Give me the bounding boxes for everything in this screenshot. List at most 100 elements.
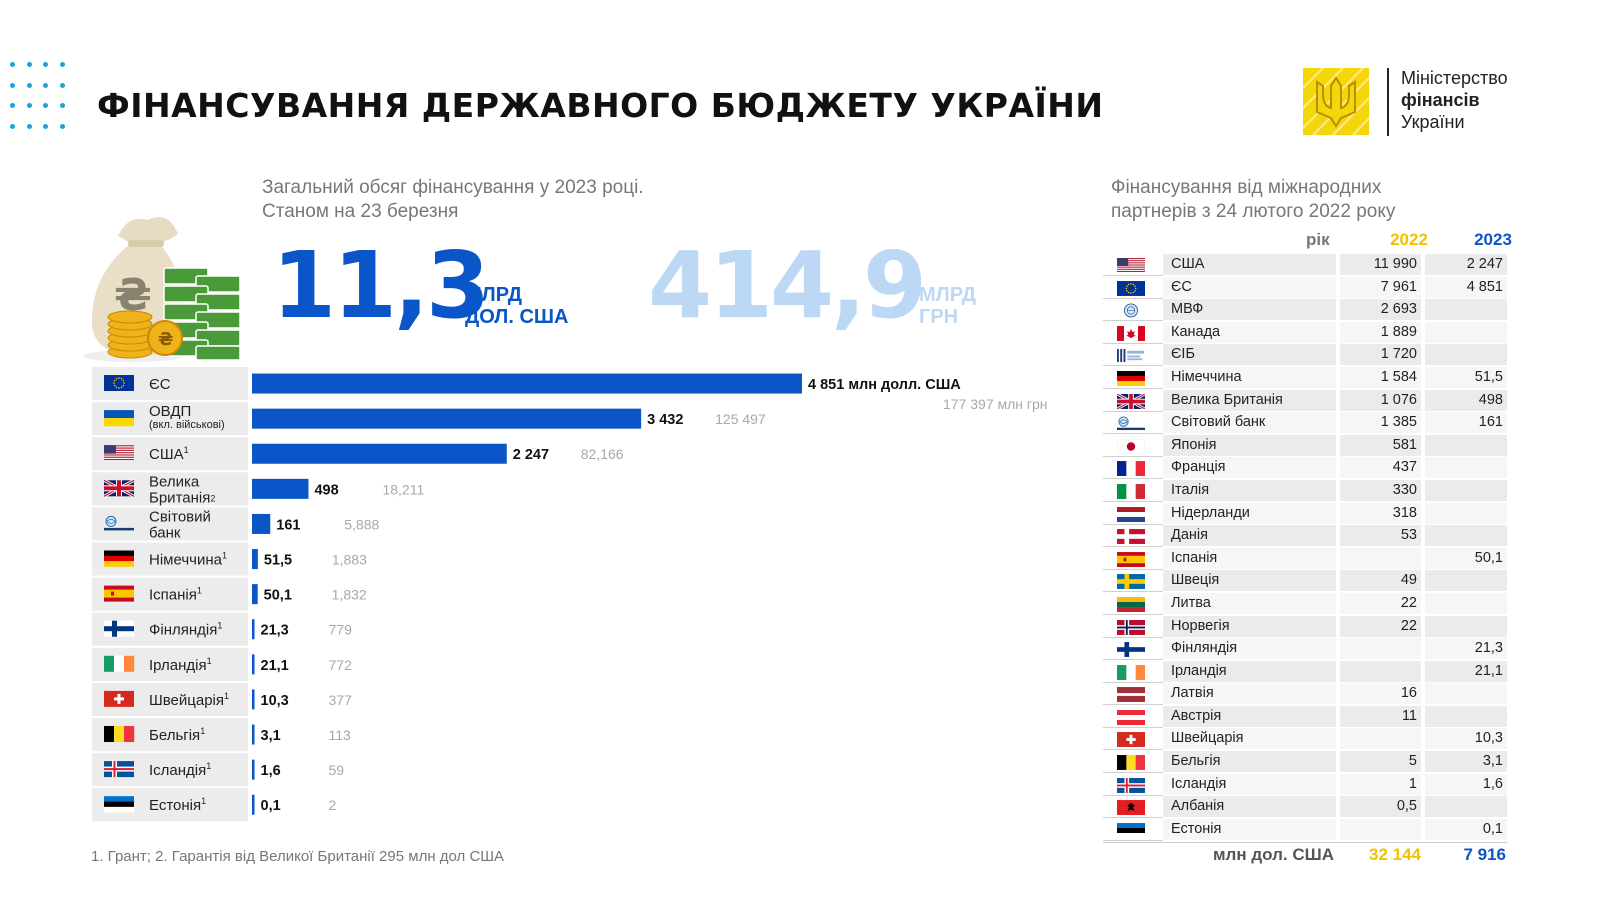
partners-subtitle: Фінансування від міжнародних партнерів з… (1111, 176, 1395, 224)
category-sup: 2 (210, 493, 215, 503)
value-2023 (1425, 796, 1507, 818)
value-2022: 581 (1340, 434, 1421, 456)
value-2023 (1425, 570, 1507, 592)
value-2022: 1 (1340, 773, 1421, 795)
bar (252, 584, 258, 605)
table-row: Нідерланди 318 (1103, 502, 1515, 526)
value-2022: 1 385 (1340, 412, 1421, 434)
value-2022 (1340, 547, 1421, 569)
row-divider (1103, 410, 1163, 412)
value-2022 (1340, 818, 1421, 840)
flag-wb-icon (1117, 416, 1145, 431)
value-2022: 11 990 (1340, 254, 1421, 275)
row-divider (1103, 433, 1163, 435)
partner-name: ЄС (1163, 276, 1336, 298)
value-2023: 498 (1425, 389, 1507, 411)
usd-unit-line2: ДОЛ. США (465, 306, 569, 328)
table-row: МВФ 2 693 (1103, 299, 1515, 322)
partner-name: Литва (1163, 592, 1336, 614)
usd-total-unit: МЛРД ДОЛ. США (465, 284, 568, 328)
value-2022: 16 (1340, 683, 1421, 705)
dot (43, 82, 48, 88)
value-2023: 50,1 (1425, 547, 1507, 569)
category-label: Німеччина1 (149, 551, 227, 569)
table-row: Швеція 49 (1103, 570, 1515, 593)
flag-ie-icon (104, 655, 135, 672)
value-label-uah: 779 (329, 622, 353, 638)
partner-name: Франція (1163, 457, 1336, 479)
flag-eu-icon (1117, 280, 1145, 296)
table-row: Іспанія 50,1 (1103, 547, 1515, 571)
dot (10, 82, 15, 88)
value-2022: 1 584 (1340, 366, 1421, 388)
row-divider (1103, 568, 1163, 570)
row-divider (1103, 365, 1163, 367)
value-2023: 1,6 (1425, 773, 1507, 795)
value-2023: 51,5 (1425, 366, 1507, 388)
partner-name: МВФ (1163, 299, 1336, 321)
category-label: Світовий (149, 508, 211, 525)
bar-row: Швейцарія1 10,3 377 (92, 682, 352, 716)
value-2023 (1425, 434, 1507, 456)
usd-unit-line1: МЛРД (465, 284, 523, 306)
partner-name: Японія (1163, 434, 1336, 456)
value-label-uah: 125 497 (715, 411, 766, 427)
page-title: ФІНАНСУВАННЯ ДЕРЖАВНОГО БЮДЖЕТУ УКРАЇНИ (97, 86, 1104, 125)
value-2022: 330 (1340, 479, 1421, 501)
value-2023 (1425, 525, 1507, 547)
category-label: Ірландія1 (149, 656, 212, 674)
partners-subtitle-line1: Фінансування від міжнародних (1111, 177, 1382, 198)
value-2023: 3,1 (1425, 751, 1507, 773)
table-row: ЄС 7 961 4 851 (1103, 276, 1515, 300)
bar (252, 794, 255, 815)
category-label: ОВДП (149, 403, 191, 420)
row-divider (1103, 387, 1163, 389)
dot (26, 62, 32, 67)
category-sup: 1 (224, 691, 229, 701)
table-row: ЄІБ 1 720 (1103, 344, 1515, 367)
svg-text:₴: ₴ (158, 329, 173, 350)
flag-ee-icon (104, 796, 134, 813)
flag-fr-icon (1117, 461, 1145, 477)
row-divider (1103, 659, 1163, 661)
trident-emblem-icon (1303, 68, 1369, 135)
value-2022: 1 889 (1340, 321, 1421, 343)
bar-row: Іспанія1 50,1 1,832 (92, 577, 367, 611)
table-row: Швейцарія 10,3 (1103, 728, 1515, 751)
table-row: Велика Британія 1 076 498 (1103, 389, 1515, 413)
row-divider (1103, 794, 1163, 796)
flag-be-icon (1117, 755, 1145, 771)
table-row: Японія 581 (1103, 434, 1515, 458)
flag-es-icon (104, 585, 134, 602)
partner-name: Норвегія (1163, 615, 1336, 637)
partner-name: Албанія (1163, 796, 1336, 818)
dot (10, 103, 15, 108)
value-label-uah: 5,888 (344, 516, 379, 532)
value-2022: 1 076 (1340, 389, 1421, 411)
bar-row: Ірландія1 21,1 772 (92, 647, 352, 681)
dot (26, 123, 32, 129)
partners-table: США 11 990 2 247 ЄС 7 961 4 851 МВФ 2 693 Канада… (1103, 254, 1515, 841)
logo-text-line2: фінансів (1401, 90, 1480, 110)
value-label-usd: 3 432 (647, 412, 683, 428)
row-divider (1103, 749, 1163, 751)
value-label-usd: 21,1 (261, 658, 289, 674)
category-label-line2: банк (149, 524, 181, 541)
bar (252, 408, 642, 429)
flag-be-icon (104, 726, 135, 742)
row-divider (1103, 613, 1163, 615)
bar (252, 724, 255, 745)
flag-dk-icon (1117, 529, 1145, 545)
category-label: Велика (149, 473, 200, 490)
usd-total-value: 11,3 (272, 232, 490, 339)
partner-name: Ісландія (1163, 773, 1336, 795)
table-row: Австрія 11 (1103, 705, 1515, 729)
category-label: Естонія1 (149, 796, 206, 814)
logo-text-line1: Міністерство (1401, 68, 1508, 88)
value-2022: 2 693 (1340, 299, 1421, 321)
flag-jp-icon (1117, 438, 1145, 454)
flag-ca-icon (1117, 325, 1145, 341)
table-total-2022: 32 144 (1369, 845, 1421, 864)
flag-fi-icon (1117, 642, 1145, 658)
value-2022: 7 961 (1340, 276, 1421, 298)
